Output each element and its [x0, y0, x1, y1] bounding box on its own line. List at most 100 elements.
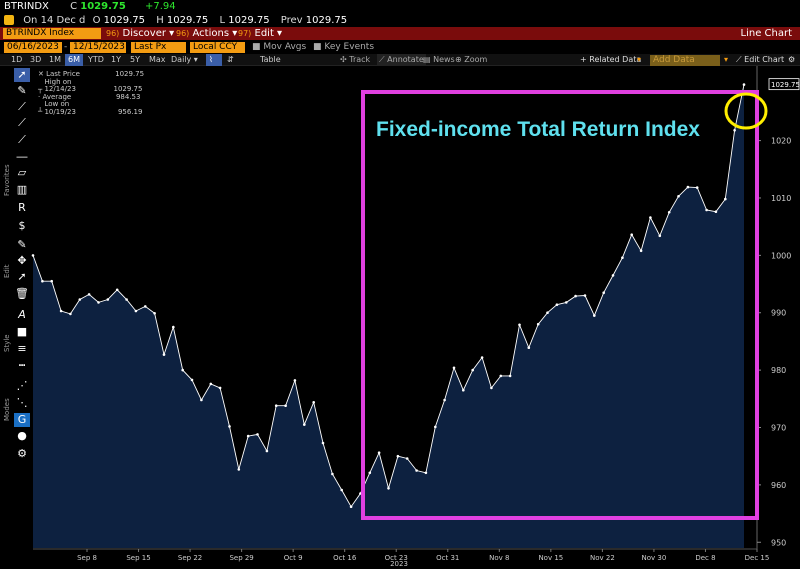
gear-icon[interactable]: ⚙: [788, 55, 796, 64]
zoom-tool[interactable]: ⊕ Zoom: [455, 55, 488, 64]
data-point: [368, 471, 372, 475]
high-value: 1029.75: [166, 15, 209, 26]
data-point: [331, 472, 334, 476]
open-label: O: [92, 15, 101, 26]
x-tick-label: Dec 8: [695, 554, 715, 562]
quote-header: BTRINDX C 1029.75 +7.94: [0, 0, 800, 14]
data-point: [106, 298, 110, 301]
table-button[interactable]: Table: [260, 55, 281, 64]
cursor-icon[interactable]: ➚: [14, 68, 30, 82]
on-label: On: [23, 15, 38, 26]
data-point: [705, 208, 708, 212]
field-select[interactable]: Last Px: [131, 42, 186, 53]
track-tool[interactable]: ✣ Track: [340, 55, 371, 64]
brush-icon[interactable]: ✎: [17, 238, 27, 251]
trash-icon[interactable]: 🗑: [15, 287, 29, 300]
data-point: [462, 388, 465, 392]
period-1m[interactable]: 1M: [49, 55, 61, 64]
data-point: [387, 487, 390, 490]
snap-icon[interactable]: G: [14, 413, 30, 427]
data-point: [508, 374, 512, 378]
horizontal-line-icon[interactable]: ―: [16, 150, 28, 163]
edit-menu[interactable]: 97) Edit ▾: [238, 28, 283, 39]
magnet-icon[interactable]: ⋱: [16, 396, 28, 409]
data-point: [434, 425, 437, 429]
chart-toolbar: 1D 3D 1M 6M YTD 1Y 5Y Max Daily ▾ ⌇ ⇵ Ta…: [0, 54, 800, 66]
price-label-icon[interactable]: $: [18, 219, 26, 232]
r-tool-icon[interactable]: R: [18, 201, 26, 214]
select-icon[interactable]: ➚: [17, 270, 27, 283]
ticker: BTRINDX: [4, 1, 49, 12]
channel-icon[interactable]: ▱: [17, 166, 27, 179]
text-style-icon[interactable]: A: [18, 308, 26, 321]
x-tick-label: Oct 9: [284, 554, 303, 562]
news-tool[interactable]: ▤ News: [423, 55, 455, 64]
dotted-line-icon[interactable]: ⋰: [16, 379, 28, 392]
related-data-button[interactable]: + Related Data: [580, 55, 642, 64]
color-palette-icon[interactable]: ●: [17, 429, 27, 442]
start-date-field[interactable]: 06/16/2023: [4, 42, 62, 53]
menu-bar: BTRINDX Index 96) Discover ▾ 96) Actions…: [0, 27, 800, 40]
data-point: [209, 382, 213, 386]
line-style-icon[interactable]: ┅: [18, 359, 26, 372]
mov-avgs-checkbox[interactable]: ■ Mov Avgs: [252, 42, 307, 52]
end-date-field[interactable]: 12/15/2023: [70, 42, 126, 53]
chart-options-icon[interactable]: ⇵: [227, 55, 234, 64]
annotation-rectangle[interactable]: [361, 90, 759, 520]
last-value-label: 1029.75: [771, 81, 800, 89]
last-value-box: [768, 78, 800, 91]
info-icon[interactable]: [4, 15, 14, 25]
line-weight-icon[interactable]: ≡: [17, 342, 27, 355]
fibonacci-icon[interactable]: ▥: [16, 183, 28, 196]
data-point: [405, 457, 409, 460]
currency-select[interactable]: Local CCY: [190, 42, 245, 53]
low-label: L: [219, 15, 226, 26]
add-data-input[interactable]: Add Data: [650, 55, 720, 66]
data-point: [50, 279, 53, 283]
annotate-tool[interactable]: ⟋ Annotate: [377, 54, 426, 66]
edit-chart-button[interactable]: ⟋ Edit Chart: [736, 55, 785, 64]
data-point: [621, 256, 624, 260]
data-point: [97, 301, 100, 304]
dropdown-icon[interactable]: ▾: [637, 55, 642, 64]
actions-menu[interactable]: 96) Actions ▾: [176, 28, 238, 39]
discover-menu[interactable]: 96) Discover ▾: [106, 28, 175, 39]
trendline-icon[interactable]: ⟋: [18, 100, 26, 113]
data-point: [78, 298, 82, 301]
data-point: [649, 216, 652, 219]
frequency-select[interactable]: Daily ▾: [171, 55, 198, 64]
x-tick-label: Nov 8: [489, 554, 509, 562]
data-point: [218, 386, 222, 390]
x-tick-label: Nov 30: [642, 554, 667, 562]
period-1y[interactable]: 1Y: [111, 55, 121, 64]
pencil-icon[interactable]: ✎: [17, 84, 27, 97]
y-tick-label: 1020: [771, 137, 791, 146]
period-max[interactable]: Max: [149, 55, 166, 64]
data-point: [742, 83, 746, 86]
period-ytd[interactable]: YTD: [88, 55, 104, 64]
data-point: [630, 233, 633, 236]
security-field[interactable]: BTRINDX Index: [3, 28, 101, 39]
chart-type-icon[interactable]: ⌇: [206, 54, 222, 66]
period-3d[interactable]: 3D: [30, 55, 42, 64]
line-segment-icon[interactable]: ⟋: [18, 133, 26, 146]
percent-line-icon[interactable]: ⟋: [18, 116, 26, 129]
data-point: [340, 488, 344, 492]
data-point: [31, 254, 35, 257]
data-point: [480, 356, 484, 359]
data-point: [611, 274, 615, 277]
add-data-dropdown-icon[interactable]: ▾: [724, 55, 729, 64]
data-point: [256, 433, 259, 436]
annotation-circle[interactable]: [724, 92, 768, 130]
period-5y[interactable]: 5Y: [130, 55, 140, 64]
prev-label: Prev: [280, 15, 303, 26]
fill-color-icon[interactable]: ■: [16, 325, 28, 338]
x-tick-label: Sep 29: [229, 554, 253, 562]
settings-gear-icon[interactable]: ⚙: [17, 447, 27, 460]
move-icon[interactable]: ✥: [17, 254, 27, 267]
period-6m[interactable]: 6M: [65, 54, 83, 66]
y-tick-label: 980: [771, 366, 786, 375]
period-1d[interactable]: 1D: [11, 55, 23, 64]
key-events-checkbox[interactable]: ■ Key Events: [313, 42, 375, 52]
